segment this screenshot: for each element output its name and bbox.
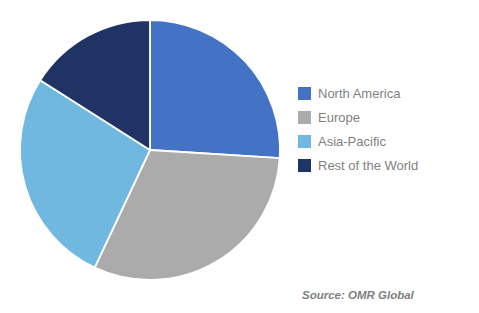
pie-slice [150,20,280,158]
legend-swatch [298,87,311,100]
legend-swatch [298,159,311,172]
legend-label: North America [318,86,401,101]
source-note: Source: OMR Global [302,289,415,301]
legend-swatch [298,135,311,148]
legend-label: Europe [318,110,360,125]
legend-label: Asia-Pacific [318,134,386,149]
pie-slice [40,20,150,150]
pie [20,20,280,280]
legend-label: Rest of the World [318,158,418,173]
legend: North America Europe Asia-Pacific Rest of t… [298,86,418,173]
legend-swatch [298,111,311,124]
chart-container: North America Europe Asia-Pacific Rest of t… [0,0,479,313]
chart: North America Europe Asia-Pacific Rest of t… [0,0,479,313]
